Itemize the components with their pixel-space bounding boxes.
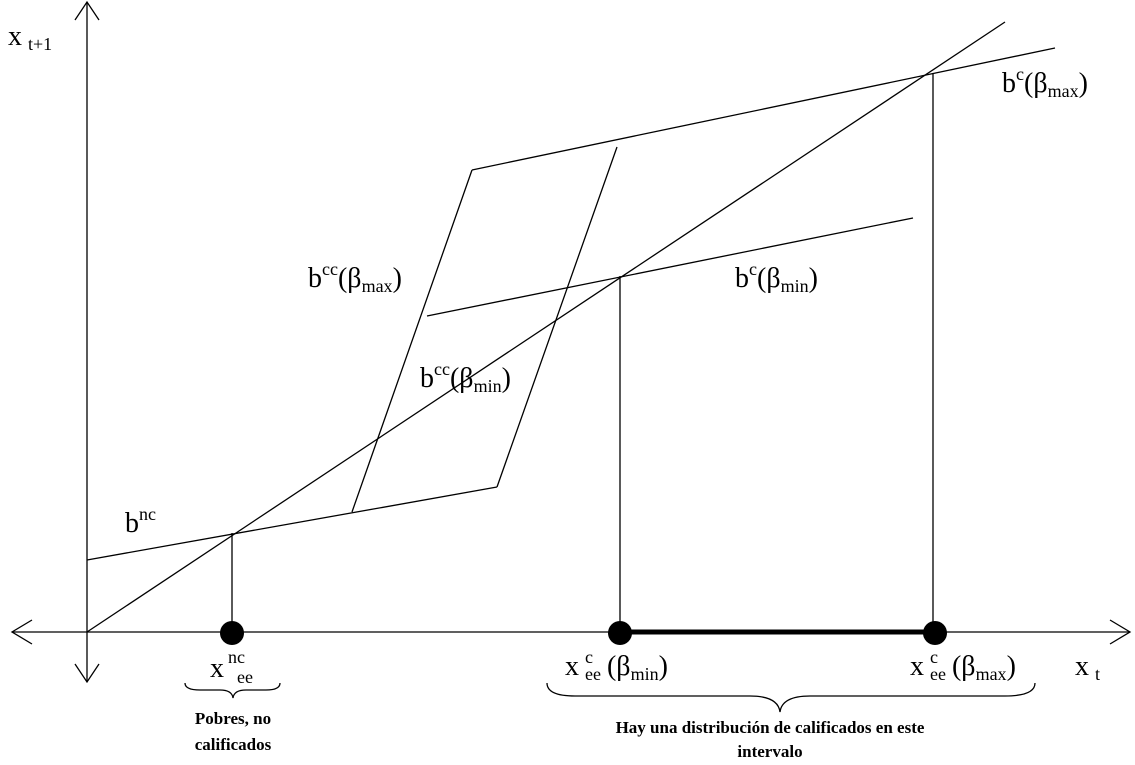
label-part: max [1048, 81, 1079, 101]
label-part: ) [1007, 651, 1016, 682]
label-part: cc [322, 259, 338, 279]
b-nc-line [86, 486, 498, 561]
point-label: x c ee (βmin) [565, 647, 668, 684]
b-c-min-line [426, 217, 914, 317]
label-part: ) [809, 263, 818, 294]
caption: Hay una distribución de calificados en e… [616, 718, 925, 737]
label-part: ) [659, 651, 668, 682]
label-part: nc [139, 504, 156, 524]
lines [86, 21, 1056, 713]
curve-label: bc(βmax) [1002, 64, 1088, 101]
label-part: (β [757, 263, 781, 294]
curve-label: bc(βmin) [735, 259, 818, 296]
label-part: min [781, 276, 809, 296]
caption: calificados [195, 735, 272, 754]
arrow [10, 619, 33, 645]
curve-label: bcc(βmax) [308, 259, 402, 296]
point-label: x nc ee [210, 647, 253, 687]
label-part: x [1075, 651, 1089, 682]
label-part: max [362, 276, 393, 296]
label-part: ee [585, 664, 601, 684]
label-part: (β [1024, 68, 1048, 99]
label-part: cc [434, 359, 450, 379]
label-part: b [420, 363, 434, 394]
label-part: t+1 [28, 34, 52, 54]
label-part: c [585, 647, 593, 667]
caption: Pobres, no [195, 709, 271, 728]
label-part: (β [607, 651, 631, 682]
label-part: ee [237, 667, 253, 687]
arrow [1109, 619, 1132, 645]
label-part: b [125, 508, 139, 539]
label-part: b [735, 263, 749, 294]
label-part: (β [952, 651, 976, 682]
label-part: nc [228, 647, 245, 667]
caption: intervalo [737, 742, 802, 761]
label-part: ) [1079, 68, 1088, 99]
label-part: min [631, 664, 659, 684]
curve-label: bnc [125, 504, 156, 539]
diagonal [86, 21, 1006, 633]
point-label: x c ee (βmax) [910, 647, 1016, 684]
label-part: x [910, 651, 924, 682]
label-part: max [976, 664, 1007, 684]
point [220, 621, 244, 645]
label-part: ) [393, 263, 402, 294]
brace [546, 682, 1036, 713]
label-part: ) [502, 363, 511, 394]
b-cc-min-line [496, 146, 618, 488]
label-part: c [1016, 64, 1024, 84]
label-part: (β [338, 263, 362, 294]
label-part: ee [930, 664, 946, 684]
axes [10, 0, 1132, 684]
b-cc-max-line [351, 169, 473, 513]
y-axis-label: x t+1 [8, 21, 52, 54]
b-c-max-line [471, 47, 1056, 171]
point [923, 621, 947, 645]
label-part: x [565, 651, 579, 682]
brace [184, 682, 281, 699]
label-part: b [1002, 68, 1016, 99]
curve-label: bcc(βmin) [420, 359, 511, 396]
label-part: x [210, 653, 224, 684]
label-part: c [930, 647, 938, 667]
label-part: b [308, 263, 322, 294]
label-part: t [1095, 664, 1100, 684]
arrow [74, 663, 100, 684]
label-part: (β [450, 363, 474, 394]
label-part: c [749, 259, 757, 279]
arrow [74, 0, 100, 21]
point [608, 621, 632, 645]
label-part: min [474, 376, 502, 396]
label-part: x [8, 21, 22, 52]
